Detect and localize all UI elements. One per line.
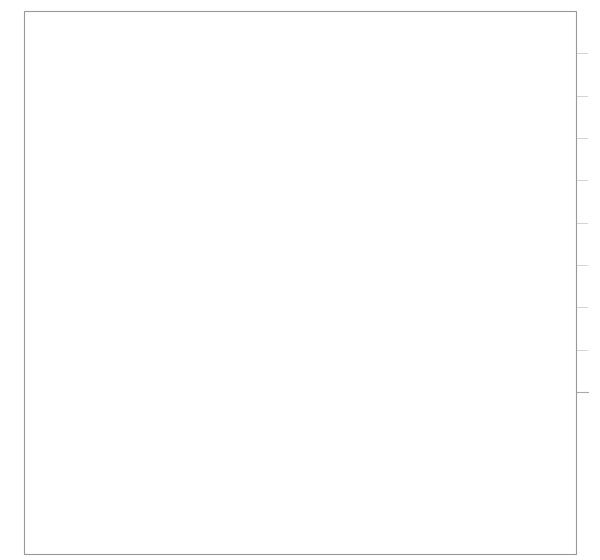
Text: £380,000: £380,000 — [192, 457, 245, 467]
Text: 39, TOWLES PASTURES, CASTLE DONINGTON, DERBY, DE74 2RX: 39, TOWLES PASTURES, CASTLE DONINGTON, D… — [63, 14, 537, 27]
Text: 17-AUG-2016: 17-AUG-2016 — [69, 477, 143, 487]
Text: 81% ↑ HPI: 81% ↑ HPI — [312, 477, 371, 487]
Text: 2: 2 — [41, 477, 49, 487]
Text: 1: 1 — [41, 457, 49, 467]
Text: Contains HM Land Registry data © Crown copyright and database right 2024.
This d: Contains HM Land Registry data © Crown c… — [30, 528, 382, 549]
Text: 1: 1 — [227, 63, 234, 73]
Text: 27-MAY-2004: 27-MAY-2004 — [69, 457, 141, 467]
Bar — [230, 45, 435, 392]
Text: ——: —— — [42, 410, 67, 424]
Text: HPI: Average price, detached house, North West Leicestershire: HPI: Average price, detached house, Nort… — [69, 427, 397, 437]
Text: 96% ↑ HPI: 96% ↑ HPI — [312, 457, 371, 467]
Text: Price paid vs. HM Land Registry's House Price Index (HPI): Price paid vs. HM Land Registry's House … — [140, 25, 460, 35]
Text: £447,500: £447,500 — [192, 477, 245, 487]
Text: 39, TOWLES PASTURES, CASTLE DONINGTON, DERBY, DE74 2RX (detached house): 39, TOWLES PASTURES, CASTLE DONINGTON, D… — [69, 412, 498, 422]
Text: 2: 2 — [431, 63, 438, 73]
Text: ——: —— — [42, 426, 67, 439]
